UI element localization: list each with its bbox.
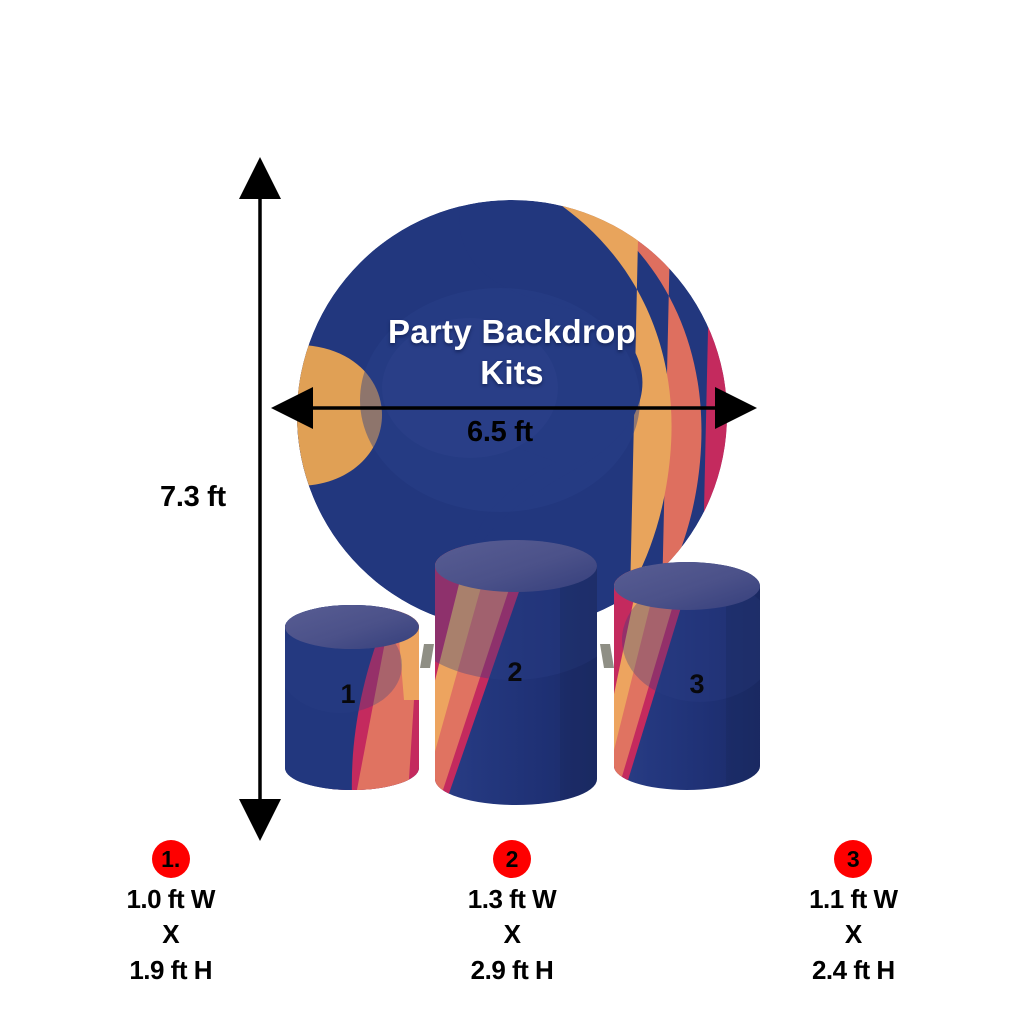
cylinder-number-3: 3 (689, 669, 705, 699)
legend-item-3: 3 1.1 ft W X 2.4 ft H (683, 840, 1024, 1024)
cylinder-3-top (614, 562, 760, 610)
legend-badge-1: 1. (151, 840, 190, 878)
stand-legs (420, 644, 614, 668)
legend-badge-3: 3 (834, 840, 873, 878)
legend-separator-2: X (503, 919, 521, 950)
cylinder-1-top (285, 605, 419, 649)
legend-width-1: 1.0 ft W (126, 884, 215, 914)
legend-item-1: 1. 1.0 ft W X 1.9 ft H (0, 840, 341, 1024)
legend-height-1: 1.9 ft H (129, 954, 212, 985)
legend-item-2: 2 1.3 ft W X 2.9 ft H (341, 840, 682, 1024)
overall-height-label: 7.3 ft (160, 481, 226, 513)
cylinder-plinth-1 (285, 605, 419, 790)
legend-dimensions-1: 1.0 ft W X 1.9 ft H (126, 882, 215, 988)
legend-height-2: 2.9 ft H (470, 954, 554, 985)
legend-width-2: 1.3 ft W (467, 884, 557, 914)
dimension-legend: 1. 1.0 ft W X 1.9 ft H 2 1.3 ft W X 2.9 … (0, 840, 1024, 1024)
cylinder-2-top (435, 540, 597, 592)
legend-dimensions-2: 1.3 ft W X 2.9 ft H (467, 882, 557, 988)
legend-separator-1: X (162, 919, 180, 950)
backdrop-width-label: 6.5 ft (467, 416, 533, 448)
legend-dimensions-3: 1.1 ft W X 2.4 ft H (809, 882, 898, 988)
legend-badge-2: 2 (492, 840, 531, 878)
cylinder-number-2: 2 (507, 657, 523, 687)
cylinder-plinth-2 (435, 540, 597, 805)
cylinder-plinth-3 (614, 562, 760, 790)
legend-separator-3: X (844, 919, 862, 950)
legend-width-3: 1.1 ft W (809, 884, 898, 914)
legend-height-3: 2.4 ft H (811, 954, 895, 985)
cylinder-number-1: 1 (340, 679, 356, 709)
